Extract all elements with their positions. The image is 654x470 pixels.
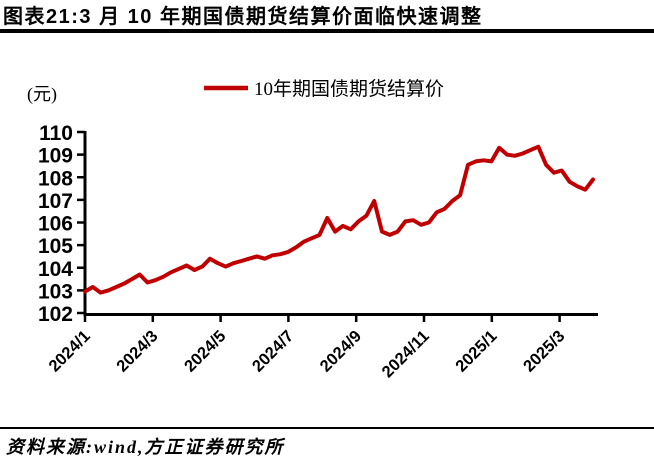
price-series-line	[83, 144, 595, 295]
y-tick-label: 104	[38, 258, 73, 281]
figure-title-bar: 图表21:3 月 10 年期国债期货结算价面临快速调整	[0, 0, 654, 33]
x-tick-label: 2024/9	[317, 327, 365, 375]
y-tick-label: 103	[38, 280, 73, 303]
y-tick-label: 107	[38, 190, 73, 213]
x-tick-label: 2024/5	[181, 327, 229, 375]
y-tick-label: 108	[38, 167, 73, 190]
legend-label: 10年期国债期货结算价	[254, 78, 444, 100]
x-tick-label: 2024/11	[379, 327, 433, 381]
figure-title: 图表21:3 月 10 年期国债期货结算价面临快速调整	[3, 6, 483, 28]
axes-layer	[77, 130, 598, 322]
x-tick-label: 2024/7	[249, 327, 297, 375]
footer-divider	[0, 427, 654, 429]
y-tick-label: 102	[38, 303, 73, 326]
x-tick-label: 2024/3	[113, 327, 161, 375]
y-tick-label: 105	[38, 235, 73, 258]
x-tick-label: 2025/1	[452, 327, 500, 375]
x-tick-label: 2025/3	[520, 327, 568, 375]
source-note: 资料来源:wind,方正证券研究所	[6, 437, 285, 457]
y-axis-unit-label: (元)	[27, 84, 57, 105]
y-tick-label: 106	[38, 213, 73, 236]
y-tick-label: 110	[39, 122, 73, 145]
x-tick-label: 2024/1	[45, 327, 93, 375]
y-tick-label: 109	[38, 145, 73, 168]
